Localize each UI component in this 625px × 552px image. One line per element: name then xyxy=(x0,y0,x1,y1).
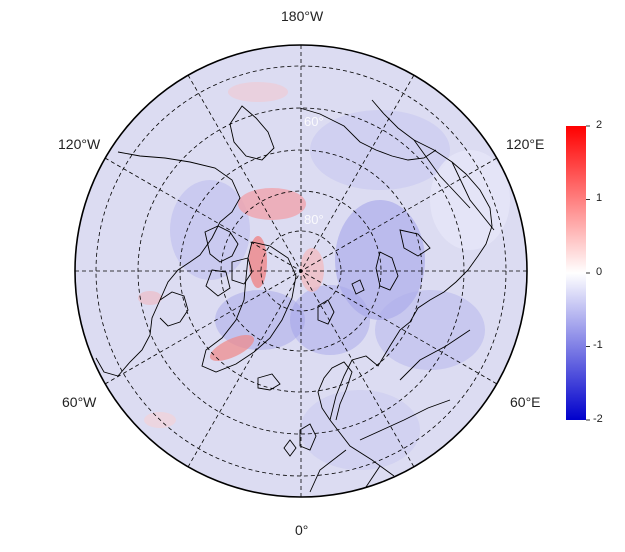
meridian-150 xyxy=(187,74,415,468)
lon-label-180w: 180°W xyxy=(281,8,324,24)
field-patch xyxy=(375,290,485,370)
lon-label-0: 0° xyxy=(295,522,309,538)
field-patch xyxy=(249,236,267,288)
colorbar-gradient xyxy=(566,126,586,420)
coastline-alaska xyxy=(229,105,275,161)
coastline-canadian-archipelago xyxy=(204,225,253,297)
coastline-franz-josef xyxy=(351,279,365,295)
colorbar-tick-label: 2 xyxy=(596,119,603,131)
colorbar-tick-label: 1 xyxy=(596,192,603,204)
coastline-hudson-bay xyxy=(159,291,189,327)
border-lines xyxy=(309,139,495,493)
field-patch xyxy=(300,248,324,292)
map-boundary xyxy=(74,44,528,498)
coastline-scandinavia xyxy=(317,361,353,421)
field-patch xyxy=(209,334,255,362)
coastline-svalbard xyxy=(317,299,335,325)
colorbar-tick-label: -2 xyxy=(593,413,603,425)
colorbar xyxy=(566,125,590,421)
coastline-greenland xyxy=(201,241,297,373)
coastline-iceland xyxy=(257,373,281,391)
lon-label-120w: 120°W xyxy=(58,136,101,152)
parallel-70 xyxy=(220,190,382,352)
lat-label-80n: 80° xyxy=(304,212,324,227)
field-patch xyxy=(138,291,162,305)
field-patch xyxy=(215,290,305,350)
lon-label-60w: 60°W xyxy=(62,394,97,410)
coastline-novaya-zemlya xyxy=(375,251,399,291)
field-patch xyxy=(310,110,450,190)
colorbar-tick-label: 0 xyxy=(596,266,603,278)
field-patch xyxy=(238,188,306,220)
field-patch xyxy=(228,82,288,102)
coastline-eurasia xyxy=(329,99,493,421)
coastline-north-america xyxy=(95,151,241,377)
coastline-british-isles xyxy=(283,423,317,457)
colorbar-tick-label: -1 xyxy=(593,339,603,351)
lon-label-120e: 120°E xyxy=(506,136,545,152)
field-patch xyxy=(300,390,420,470)
lon-label-60e: 60°E xyxy=(510,394,541,410)
graticule xyxy=(75,45,527,497)
coastline-taymyr xyxy=(399,229,431,257)
lat-label-60n: 60° xyxy=(304,114,324,129)
